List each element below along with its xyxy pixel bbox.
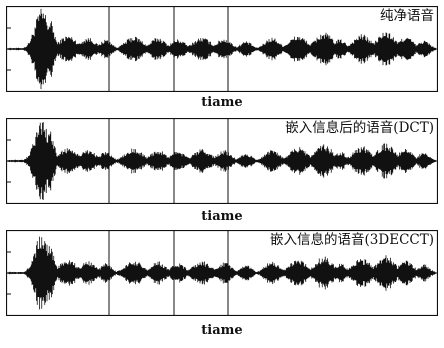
plot-frame [6, 230, 438, 316]
waveform-samples [7, 8, 436, 90]
y-ticks [7, 139, 11, 183]
panel-title: 嵌入信息后的语音(DCT) [283, 120, 436, 136]
waveform-trace-clean [7, 7, 437, 91]
waveform-panel-clean: 纯净语音 [6, 6, 438, 92]
panel-title: 纯净语音 [378, 8, 436, 24]
x-axis-label: tiame [201, 95, 243, 110]
waveform-trace-3decct [7, 231, 437, 315]
waveform-panel-dct: 嵌入信息后的语音(DCT) [6, 118, 438, 204]
x-axis-label: tiame [201, 323, 243, 338]
y-ticks [7, 251, 11, 295]
y-ticks [7, 27, 11, 71]
x-axis-label: tiame [201, 209, 243, 224]
waveform-plot-clean [6, 6, 438, 92]
waveform-panel-3decct: 嵌入信息的语音(3DECCT) [6, 230, 438, 316]
plot-frame [6, 6, 438, 92]
panel-title: 嵌入信息的语音(3DECCT) [268, 232, 436, 248]
plot-frame [6, 118, 438, 204]
waveform-plot-3decct [6, 230, 438, 316]
waveform-plot-dct [6, 118, 438, 204]
waveform-trace-dct [7, 119, 437, 203]
